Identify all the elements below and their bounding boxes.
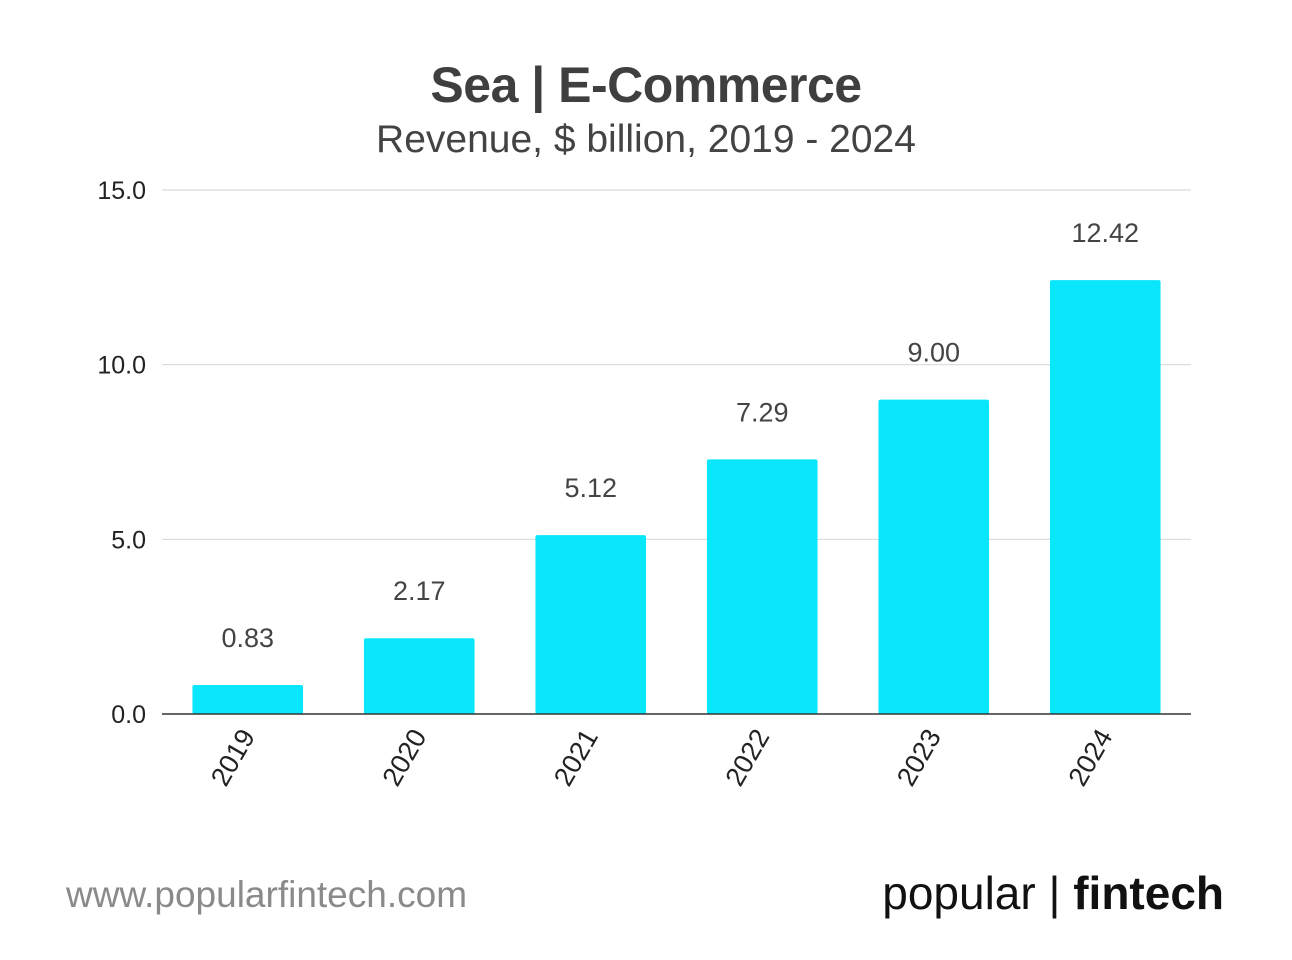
website-url: www.popularfintech.com [66, 874, 468, 915]
data-label: 9.00 [907, 338, 960, 368]
grid-lines [162, 189, 1191, 540]
bar [192, 685, 304, 714]
chart-title: Sea | E-Commerce [430, 57, 862, 113]
brand-part1: popular [882, 867, 1036, 919]
data-label: 7.29 [736, 397, 789, 427]
brand-separator: | [1048, 867, 1061, 919]
brand-logo: popular | fintech [882, 866, 1224, 920]
y-tick-label: 10.0 [97, 352, 146, 380]
y-tick-label: 15.0 [97, 177, 146, 205]
x-tick-label: 2024 [1062, 724, 1118, 791]
bars [192, 280, 1161, 714]
x-axis-ticks: 2019 2020 2021 2022 2023 2024 [205, 724, 1119, 791]
x-tick-label: 2021 [548, 724, 604, 791]
brand-part2: fintech [1073, 867, 1224, 919]
y-tick-label: 5.0 [111, 526, 146, 554]
bar-chart: 0.83 2.17 5.12 7.29 9.00 12.42 0.0 5.0 10.0 15.0… [97, 177, 1191, 791]
data-label: 12.42 [1071, 218, 1139, 248]
bar [878, 399, 990, 714]
x-tick-label: 2023 [891, 724, 947, 791]
bar [363, 638, 475, 714]
data-label: 0.83 [221, 623, 274, 653]
data-labels: 0.83 2.17 5.12 7.29 9.00 12.42 [221, 218, 1139, 653]
y-axis-ticks: 0.0 5.0 10.0 15.0 [97, 177, 146, 729]
data-label: 5.12 [564, 473, 617, 503]
bar [535, 535, 647, 714]
bar [706, 459, 818, 714]
bar [1049, 280, 1161, 714]
y-tick-label: 0.0 [111, 701, 146, 729]
x-tick-label: 2022 [719, 724, 775, 791]
chart-subtitle: Revenue, $ billion, 2019 - 2024 [376, 118, 916, 161]
x-tick-label: 2019 [205, 724, 261, 791]
x-tick-label: 2020 [376, 724, 432, 791]
data-label: 2.17 [393, 576, 446, 606]
